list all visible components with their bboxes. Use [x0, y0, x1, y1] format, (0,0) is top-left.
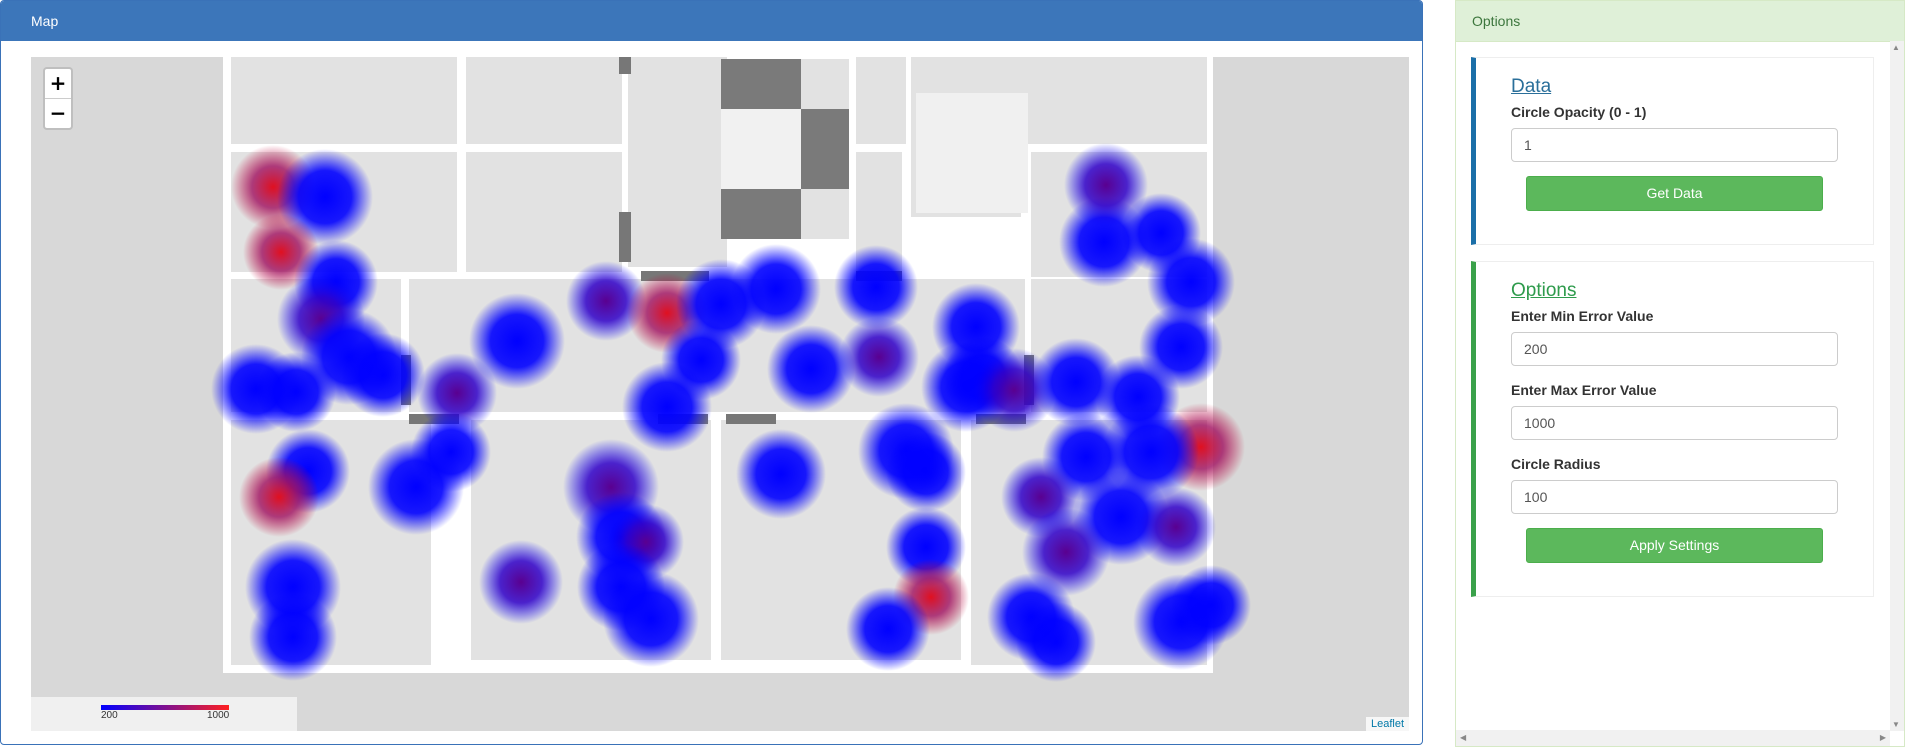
vertical-scrollbar[interactable]: ▲ ▼: [1890, 41, 1904, 731]
color-legend: 200 1000: [31, 697, 297, 731]
map-panel: Map: [0, 0, 1423, 745]
horizontal-scrollbar[interactable]: ◀ ▶: [1456, 730, 1890, 746]
error-circles: [211, 143, 1251, 682]
settings-card: Options Enter Min Error Value Enter Max …: [1471, 261, 1874, 597]
zoom-out-button[interactable]: −: [49, 101, 67, 125]
scroll-right-icon[interactable]: ▶: [1879, 733, 1886, 742]
zoom-in-button[interactable]: +: [45, 69, 71, 99]
legend-min-label: 200: [101, 710, 118, 721]
legend-max-label: 1000: [207, 710, 230, 721]
options-heading-link[interactable]: Options: [1511, 280, 1577, 301]
data-heading-link[interactable]: Data: [1511, 76, 1552, 97]
scroll-left-icon[interactable]: ◀: [1460, 733, 1467, 742]
max-error-input[interactable]: [1511, 406, 1838, 440]
opacity-label: Circle Opacity (0 - 1): [1511, 104, 1647, 120]
min-error-input[interactable]: [1511, 332, 1838, 366]
attribution-link[interactable]: Leaflet: [1365, 717, 1409, 731]
max-error-label: Enter Max Error Value: [1511, 382, 1657, 398]
data-card: Data Circle Opacity (0 - 1) Get Data: [1471, 57, 1874, 245]
scroll-down-icon[interactable]: ▼: [1892, 720, 1900, 729]
scroll-up-icon[interactable]: ▲: [1892, 43, 1900, 52]
apply-settings-button[interactable]: Apply Settings: [1526, 528, 1823, 563]
options-panel-title: Options: [1456, 1, 1904, 42]
radius-input[interactable]: [1511, 480, 1838, 514]
radius-label: Circle Radius: [1511, 456, 1601, 472]
map-canvas[interactable]: + − 200 1000 Leaflet: [31, 57, 1409, 731]
zoom-control: + −: [43, 67, 73, 130]
floor-plan: [211, 57, 1251, 682]
get-data-button[interactable]: Get Data: [1526, 176, 1823, 211]
map-panel-title: Map: [1, 1, 1422, 41]
options-panel: Options Data Circle Opacity (0 - 1) Get …: [1455, 0, 1905, 747]
legend-gradient-bar: [101, 705, 229, 710]
opacity-input[interactable]: [1511, 128, 1838, 162]
min-error-label: Enter Min Error Value: [1511, 308, 1654, 324]
